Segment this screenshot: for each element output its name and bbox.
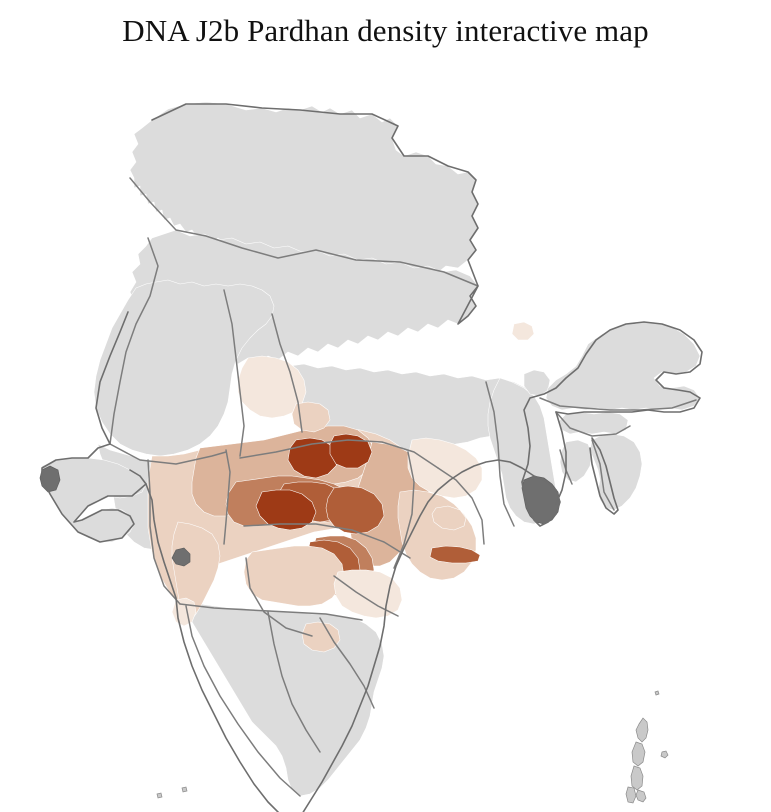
state-border-line-17 (556, 412, 630, 436)
region-tripura[interactable] (560, 440, 592, 482)
state-border-line-6 (224, 450, 230, 544)
state-border-line-22 (320, 618, 374, 708)
state-border-line-13 (394, 452, 414, 568)
state-border-line-7 (148, 460, 180, 604)
nicobar-island-north[interactable] (626, 787, 636, 803)
sundarbans-dense-zone[interactable] (522, 476, 560, 524)
region-assam-arunachal[interactable] (546, 322, 700, 410)
page-title: DNA J2b Pardhan density interactive map (122, 13, 649, 48)
state-border-line-5 (110, 444, 226, 464)
region-jharkhand[interactable] (408, 438, 482, 498)
india-outline-westcoast (146, 460, 560, 812)
region-peak-density[interactable] (256, 490, 316, 530)
region-andhra-coastal-pocket[interactable] (432, 506, 466, 530)
state-border-line-18 (592, 440, 614, 510)
state-border-line-4 (272, 314, 302, 432)
andaman-island-small-east[interactable] (661, 751, 668, 758)
region-bengal-isolate[interactable] (512, 322, 534, 340)
region-andhra-north[interactable] (334, 570, 402, 618)
state-border-line-1 (130, 178, 478, 286)
region-peak-secondary[interactable] (288, 438, 338, 478)
lakshadweep-dot-2[interactable] (182, 787, 187, 792)
andaman-island-middle[interactable] (632, 742, 645, 766)
region-balaghat-gondia[interactable] (326, 486, 384, 534)
state-border-line-12 (334, 576, 398, 616)
region-rajasthan[interactable] (94, 280, 274, 456)
state-border-line-10 (244, 524, 410, 558)
andaman-island-tail[interactable] (636, 790, 646, 802)
india-outline-ne-tip (590, 438, 618, 514)
map-canvas[interactable] (0, 52, 771, 812)
region-peak-tertiary[interactable] (330, 434, 372, 468)
state-border-line-8 (180, 604, 362, 620)
india-outline (152, 104, 478, 324)
andaman-island-dot-north[interactable] (655, 691, 659, 695)
island-group (157, 691, 668, 812)
state-border-line-20 (186, 606, 300, 796)
state-boundaries (110, 178, 696, 796)
region-maharashtra-coast[interactable] (172, 522, 220, 622)
india-outline-bengal (556, 412, 566, 504)
state-border-line-14 (438, 468, 484, 544)
andaman-island-south[interactable] (631, 766, 643, 790)
country-outline (42, 104, 702, 812)
state-border-line-3 (224, 290, 244, 456)
state-border-line-11 (246, 558, 312, 636)
mumbai-dense-zone[interactable] (172, 548, 190, 566)
state-border-line-9 (240, 440, 438, 468)
region-telangana[interactable] (244, 546, 344, 606)
region-meghalaya[interactable] (558, 412, 628, 434)
region-group-data (148, 322, 534, 652)
state-border-line-21 (268, 612, 320, 752)
region-tn-north-pocket[interactable] (302, 622, 340, 652)
india-outline-west (42, 312, 146, 542)
state-border-line-2 (110, 238, 158, 444)
region-south-peninsula[interactable] (186, 600, 384, 796)
andaman-island-north[interactable] (636, 718, 648, 742)
india-choropleth-map[interactable] (0, 52, 771, 812)
lakshadweep-dot-1[interactable] (157, 793, 162, 798)
india-outline-east (522, 322, 702, 482)
state-border-line-16 (540, 398, 696, 410)
region-odisha-coastal-strip[interactable] (430, 546, 480, 563)
